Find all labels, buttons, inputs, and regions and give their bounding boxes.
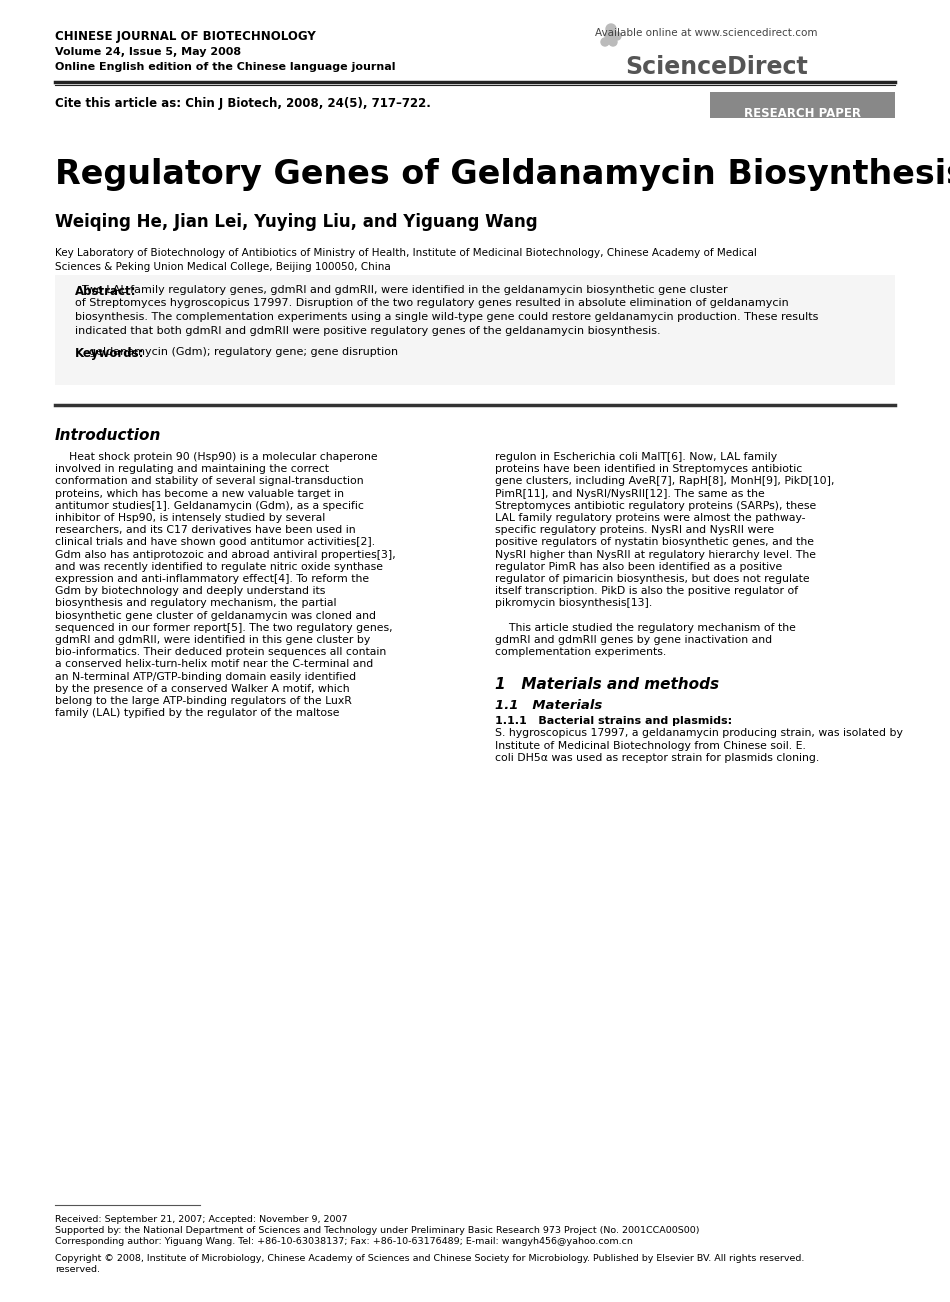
Text: Gdm by biotechnology and deeply understand its: Gdm by biotechnology and deeply understa… <box>55 586 325 596</box>
Text: This article studied the regulatory mechanism of the: This article studied the regulatory mech… <box>495 622 796 633</box>
Text: 1   Materials and methods: 1 Materials and methods <box>495 677 719 693</box>
FancyBboxPatch shape <box>710 92 895 118</box>
Circle shape <box>605 33 613 40</box>
Text: and was recently identified to regulate nitric oxide synthase: and was recently identified to regulate … <box>55 561 383 572</box>
Text: PimR[11], and NysRI/NysRII[12]. The same as the: PimR[11], and NysRI/NysRII[12]. The same… <box>495 488 765 499</box>
Text: Heat shock protein 90 (Hsp90) is a molecular chaperone: Heat shock protein 90 (Hsp90) is a molec… <box>55 452 377 462</box>
Text: Online English edition of the Chinese language journal: Online English edition of the Chinese la… <box>55 62 395 72</box>
Text: Corresponding author: Yiguang Wang. Tel: +86-10-63038137; Fax: +86-10-63176489; : Corresponding author: Yiguang Wang. Tel:… <box>55 1237 633 1246</box>
Text: Available online at www.sciencedirect.com: Available online at www.sciencedirect.co… <box>595 29 818 38</box>
Text: biosynthesis. The complementation experiments using a single wild-type gene coul: biosynthesis. The complementation experi… <box>75 312 818 322</box>
Text: biosynthesis and regulatory mechanism, the partial: biosynthesis and regulatory mechanism, t… <box>55 599 336 608</box>
Text: coli DH5α was used as receptor strain for plasmids cloning.: coli DH5α was used as receptor strain fo… <box>495 753 819 763</box>
Text: Abstract:: Abstract: <box>75 285 137 298</box>
Text: Streptomyces antibiotic regulatory proteins (SARPs), these: Streptomyces antibiotic regulatory prote… <box>495 501 816 510</box>
Text: inhibitor of Hsp90, is intensely studied by several: inhibitor of Hsp90, is intensely studied… <box>55 513 325 523</box>
Circle shape <box>601 38 609 46</box>
Text: researchers, and its C17 derivatives have been used in: researchers, and its C17 derivatives hav… <box>55 525 355 535</box>
Text: Volume 24, Issue 5, May 2008: Volume 24, Issue 5, May 2008 <box>55 47 241 57</box>
Text: CHINESE JOURNAL OF BIOTECHNOLOGY: CHINESE JOURNAL OF BIOTECHNOLOGY <box>55 30 315 43</box>
Text: LAL family regulatory proteins were almost the pathway-: LAL family regulatory proteins were almo… <box>495 513 806 523</box>
Text: ScienceDirect: ScienceDirect <box>625 55 808 79</box>
Text: of Streptomyces hygroscopicus 17997. Disruption of the two regulatory genes resu: of Streptomyces hygroscopicus 17997. Dis… <box>75 298 788 309</box>
Text: Keywords:: Keywords: <box>75 348 144 359</box>
Text: Supported by: the National Department of Sciences and Technology under Prelimina: Supported by: the National Department of… <box>55 1226 699 1236</box>
Text: complementation experiments.: complementation experiments. <box>495 647 666 658</box>
FancyBboxPatch shape <box>55 275 895 385</box>
Text: Two LAL family regulatory genes, gdmRI and gdmRII, were identified in the geldan: Two LAL family regulatory genes, gdmRI a… <box>75 285 728 296</box>
Text: regulator PimR has also been identified as a positive: regulator PimR has also been identified … <box>495 561 782 572</box>
Text: geldanamycin (Gdm); regulatory gene; gene disruption: geldanamycin (Gdm); regulatory gene; gen… <box>75 348 398 357</box>
Text: regulon in Escherichia coli MalT[6]. Now, LAL family: regulon in Escherichia coli MalT[6]. Now… <box>495 452 777 462</box>
Text: bio-informatics. Their deduced protein sequences all contain: bio-informatics. Their deduced protein s… <box>55 647 387 658</box>
Text: an N-terminal ATP/GTP-binding domain easily identified: an N-terminal ATP/GTP-binding domain eas… <box>55 672 356 682</box>
Circle shape <box>606 23 616 34</box>
Text: proteins have been identified in Streptomyces antibiotic: proteins have been identified in Strepto… <box>495 465 802 474</box>
Text: biosynthetic gene cluster of geldanamycin was cloned and: biosynthetic gene cluster of geldanamyci… <box>55 611 376 621</box>
Text: proteins, which has become a new valuable target in: proteins, which has become a new valuabl… <box>55 488 344 499</box>
Text: Introduction: Introduction <box>55 428 162 443</box>
Text: Copyright © 2008, Institute of Microbiology, Chinese Academy of Sciences and Chi: Copyright © 2008, Institute of Microbiol… <box>55 1254 805 1263</box>
Text: belong to the large ATP-binding regulators of the LuxR: belong to the large ATP-binding regulato… <box>55 697 352 706</box>
Text: gdmRI and gdmRII genes by gene inactivation and: gdmRI and gdmRII genes by gene inactivat… <box>495 635 772 644</box>
Text: S. hygroscopicus 17997, a geldanamycin producing strain, was isolated by: S. hygroscopicus 17997, a geldanamycin p… <box>495 728 902 738</box>
Circle shape <box>613 33 621 40</box>
Text: specific regulatory proteins. NysRI and NysRII were: specific regulatory proteins. NysRI and … <box>495 525 774 535</box>
Text: Key Laboratory of Biotechnology of Antibiotics of Ministry of Health, Institute : Key Laboratory of Biotechnology of Antib… <box>55 247 757 258</box>
Text: 1.1   Materials: 1.1 Materials <box>495 699 602 712</box>
Circle shape <box>609 38 617 46</box>
Text: regulator of pimaricin biosynthesis, but does not regulate: regulator of pimaricin biosynthesis, but… <box>495 574 809 585</box>
Text: Regulatory Genes of Geldanamycin Biosynthesis: Regulatory Genes of Geldanamycin Biosynt… <box>55 158 950 191</box>
Text: Cite this article as: Chin J Biotech, 2008, 24(5), 717–722.: Cite this article as: Chin J Biotech, 20… <box>55 98 431 109</box>
Text: Gdm also has antiprotozoic and abroad antiviral properties[3],: Gdm also has antiprotozoic and abroad an… <box>55 549 396 560</box>
Text: clinical trials and have shown good antitumor activities[2].: clinical trials and have shown good anti… <box>55 538 375 547</box>
Text: RESEARCH PAPER: RESEARCH PAPER <box>744 107 861 120</box>
Text: a conserved helix-turn-helix motif near the C-terminal and: a conserved helix-turn-helix motif near … <box>55 659 373 669</box>
Text: Sciences & Peking Union Medical College, Beijing 100050, China: Sciences & Peking Union Medical College,… <box>55 262 390 272</box>
Text: expression and anti-inflammatory effect[4]. To reform the: expression and anti-inflammatory effect[… <box>55 574 370 585</box>
Text: indicated that both gdmRI and gdmRII were positive regulatory genes of the gelda: indicated that both gdmRI and gdmRII wer… <box>75 326 660 336</box>
Text: gdmRI and gdmRII, were identified in this gene cluster by: gdmRI and gdmRII, were identified in thi… <box>55 635 371 644</box>
Text: family (LAL) typified by the regulator of the maltose: family (LAL) typified by the regulator o… <box>55 708 339 719</box>
Text: gene clusters, including AveR[7], RapH[8], MonH[9], PikD[10],: gene clusters, including AveR[7], RapH[8… <box>495 477 834 487</box>
Text: Institute of Medicinal Biotechnology from Chinese soil. E.: Institute of Medicinal Biotechnology fro… <box>495 741 806 750</box>
Text: sequenced in our former report[5]. The two regulatory genes,: sequenced in our former report[5]. The t… <box>55 622 392 633</box>
Text: pikromycin biosynthesis[13].: pikromycin biosynthesis[13]. <box>495 599 653 608</box>
Text: Weiqing He, Jian Lei, Yuying Liu, and Yiguang Wang: Weiqing He, Jian Lei, Yuying Liu, and Yi… <box>55 214 538 230</box>
Text: NysRI higher than NysRII at regulatory hierarchy level. The: NysRI higher than NysRII at regulatory h… <box>495 549 816 560</box>
Text: reserved.: reserved. <box>55 1266 100 1273</box>
Text: conformation and stability of several signal-transduction: conformation and stability of several si… <box>55 477 364 487</box>
Text: positive regulators of nystatin biosynthetic genes, and the: positive regulators of nystatin biosynth… <box>495 538 814 547</box>
Text: antitumor studies[1]. Geldanamycin (Gdm), as a specific: antitumor studies[1]. Geldanamycin (Gdm)… <box>55 501 364 510</box>
Text: involved in regulating and maintaining the correct: involved in regulating and maintaining t… <box>55 465 329 474</box>
Text: Received: September 21, 2007; Accepted: November 9, 2007: Received: September 21, 2007; Accepted: … <box>55 1215 348 1224</box>
Text: by the presence of a conserved Walker A motif, which: by the presence of a conserved Walker A … <box>55 684 350 694</box>
Text: 1.1.1   Bacterial strains and plasmids:: 1.1.1 Bacterial strains and plasmids: <box>495 716 732 727</box>
Text: itself transcription. PikD is also the positive regulator of: itself transcription. PikD is also the p… <box>495 586 798 596</box>
